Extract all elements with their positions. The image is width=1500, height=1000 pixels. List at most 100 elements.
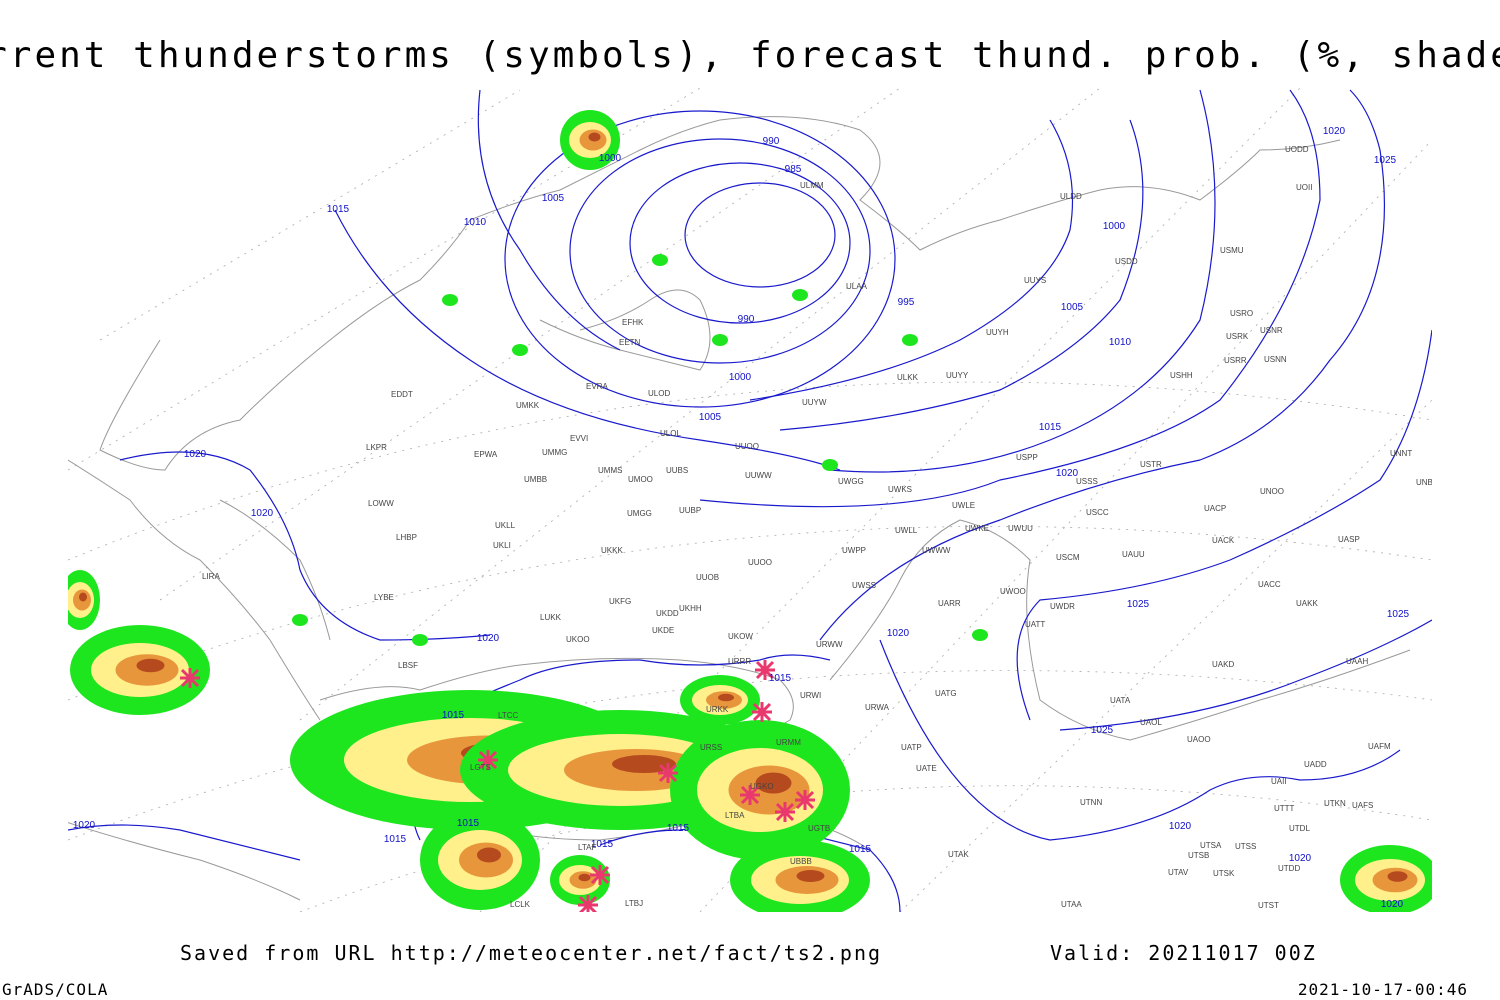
station-label: USSS bbox=[1076, 477, 1098, 486]
station-label: UKLL bbox=[495, 521, 516, 530]
station-label: UWLE bbox=[952, 501, 975, 510]
isobar-label: 1020 bbox=[1056, 468, 1079, 479]
station-label: UUYH bbox=[986, 328, 1009, 337]
isobar-label: 1015 bbox=[442, 710, 465, 721]
isobar-label: 1015 bbox=[591, 839, 614, 850]
station-label: USDD bbox=[1115, 257, 1138, 266]
station-label: UUBS bbox=[666, 466, 688, 475]
storm-symbol bbox=[740, 785, 760, 805]
isobar-label: 1020 bbox=[184, 449, 207, 460]
isobar-label: 1015 bbox=[457, 818, 480, 829]
station-label: URWW bbox=[816, 640, 843, 649]
isobar-label: 1010 bbox=[1109, 337, 1132, 348]
graticule bbox=[68, 88, 1432, 912]
storm-symbol bbox=[795, 790, 815, 810]
station-label: LTBJ bbox=[625, 899, 643, 908]
isobar bbox=[504, 110, 896, 408]
isobar-label: 1010 bbox=[464, 217, 487, 228]
shade-max bbox=[796, 870, 825, 882]
storm-symbol bbox=[752, 702, 772, 722]
station-label: UKHH bbox=[679, 604, 702, 613]
station-label: UUWW bbox=[745, 471, 772, 480]
station-label: UAII bbox=[1271, 777, 1287, 786]
shade-low bbox=[652, 254, 668, 266]
isobar-label: 1015 bbox=[384, 834, 407, 845]
station-label: USRO bbox=[1230, 309, 1253, 318]
shade-max bbox=[1387, 871, 1408, 882]
station-label: URWA bbox=[865, 703, 890, 712]
station-label: USCM bbox=[1056, 553, 1080, 562]
shade-low bbox=[712, 334, 728, 346]
valid-time: Valid: 20211017 00Z bbox=[1050, 941, 1317, 965]
station-label: URMM bbox=[776, 738, 801, 747]
station-label: UWLL bbox=[895, 526, 918, 535]
station-label: EETN bbox=[619, 338, 641, 347]
station-label: UNOO bbox=[1260, 487, 1284, 496]
station-label: URKK bbox=[706, 705, 729, 714]
isobar bbox=[629, 162, 851, 324]
station-label: UWGG bbox=[838, 477, 864, 486]
station-label: EVRA bbox=[586, 382, 608, 391]
station-label: UKDE bbox=[652, 626, 674, 635]
station-label: URRR bbox=[728, 657, 751, 666]
station-label: UUYY bbox=[946, 371, 969, 380]
station-label: UNBB bbox=[1416, 478, 1438, 487]
shade-max bbox=[578, 873, 591, 882]
station-label: UASP bbox=[1338, 535, 1360, 544]
shade-low bbox=[512, 344, 528, 356]
station-label: UODD bbox=[1285, 145, 1309, 154]
station-label: UAKK bbox=[1296, 599, 1318, 608]
station-label: UUBP bbox=[679, 506, 701, 515]
station-label: UTNN bbox=[1080, 798, 1102, 807]
station-label: UMBB bbox=[524, 475, 547, 484]
station-label: UAFM bbox=[1368, 742, 1391, 751]
timestamp: 2021-10-17-00:46 bbox=[1298, 980, 1468, 999]
station-label: UAOO bbox=[1187, 735, 1211, 744]
thunderstorm-symbols bbox=[180, 660, 815, 912]
thunder-probability-shading bbox=[68, 110, 1432, 912]
isobar bbox=[684, 182, 836, 288]
station-label: UMMS bbox=[598, 466, 622, 475]
station-label: UBBB bbox=[790, 857, 812, 866]
station-label: UKKK bbox=[601, 546, 623, 555]
station-label: LYBE bbox=[374, 593, 394, 602]
station-label: UTDL bbox=[1289, 824, 1310, 833]
station-label: UTSB bbox=[1188, 851, 1209, 860]
shade-max bbox=[477, 847, 501, 863]
shade-max bbox=[136, 658, 165, 673]
station-label: USRR bbox=[1224, 356, 1247, 365]
station-label: USTR bbox=[1140, 460, 1162, 469]
station-label: UATA bbox=[1110, 696, 1131, 705]
station-label: UTAK bbox=[948, 850, 969, 859]
station-label: UGTB bbox=[808, 824, 830, 833]
station-label: ULOD bbox=[648, 389, 670, 398]
storm-symbol bbox=[755, 660, 775, 680]
station-label: UADD bbox=[1304, 760, 1327, 769]
station-label: URWI bbox=[800, 691, 821, 700]
isobar bbox=[569, 138, 871, 364]
station-label: UTAA bbox=[1061, 900, 1082, 909]
station-label: UATG bbox=[935, 689, 957, 698]
isobar-label: 1020 bbox=[1381, 899, 1404, 910]
isobar-label: 1000 bbox=[1103, 221, 1126, 232]
isobar-label: 1020 bbox=[1169, 821, 1192, 832]
station-label: UMKK bbox=[516, 401, 540, 410]
station-label: URSS bbox=[700, 743, 722, 752]
station-label: UWOO bbox=[1000, 587, 1026, 596]
storm-symbol bbox=[590, 865, 610, 885]
station-label: USPP bbox=[1016, 453, 1038, 462]
station-label: LGTS bbox=[470, 763, 491, 772]
station-label: UTKN bbox=[1324, 799, 1346, 808]
isobars bbox=[68, 89, 1432, 912]
station-label: UUOB bbox=[696, 573, 719, 582]
station-label: LIRA bbox=[202, 572, 220, 581]
station-label: UTSS bbox=[1235, 842, 1256, 851]
station-label: LUKK bbox=[540, 613, 562, 622]
station-label: LTAF bbox=[578, 843, 596, 852]
station-label: UTTT bbox=[1274, 804, 1295, 813]
station-label: USHH bbox=[1170, 371, 1193, 380]
station-label: UTDD bbox=[1278, 864, 1300, 873]
station-label: UKLI bbox=[493, 541, 511, 550]
station-label: ULMM bbox=[800, 181, 824, 190]
station-label: UKDD bbox=[656, 609, 679, 618]
